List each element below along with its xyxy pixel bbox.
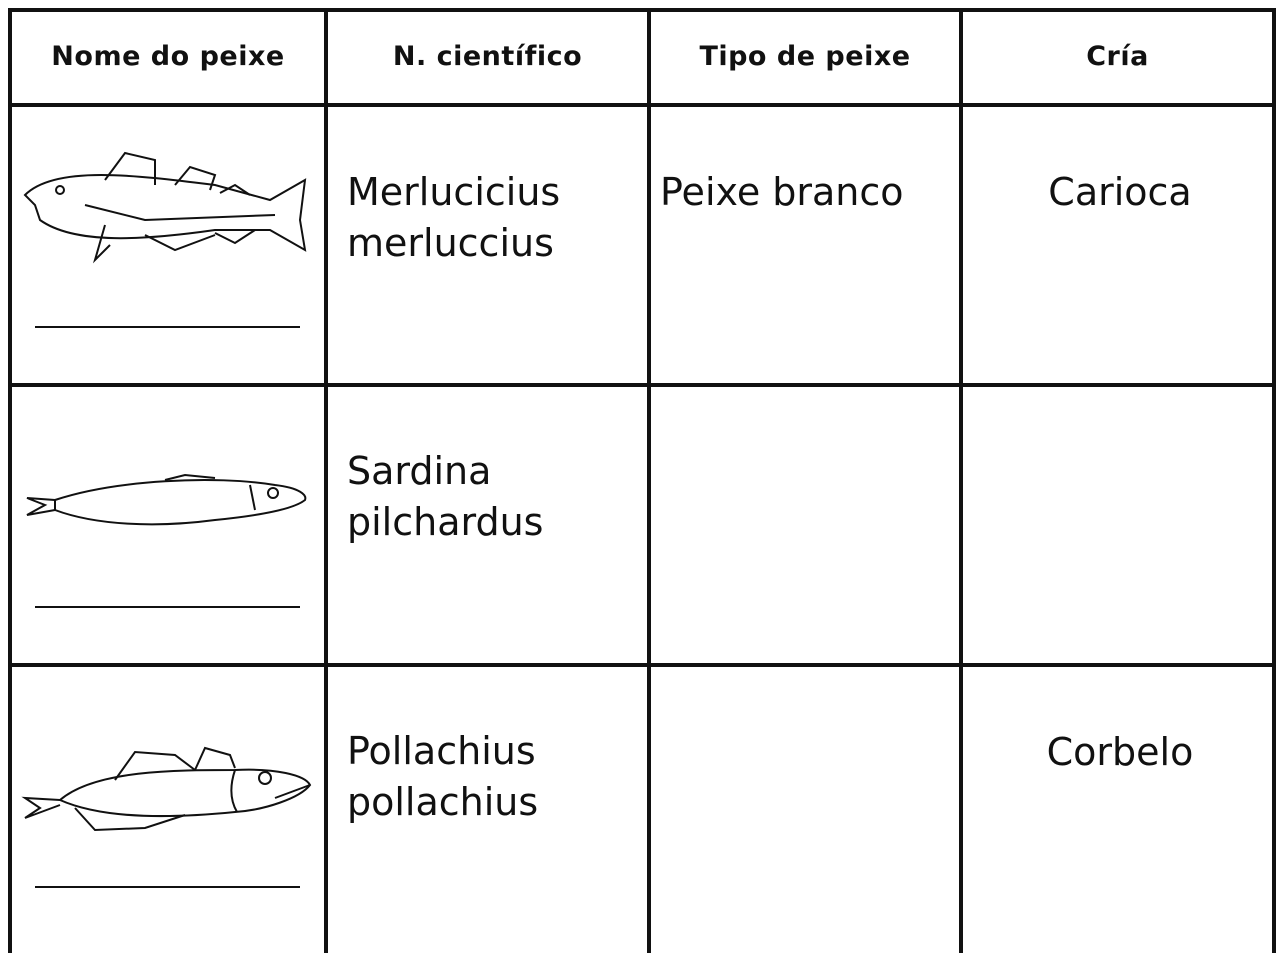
fish-pollack — [21, 746, 312, 832]
fish-type: Peixe branco — [660, 170, 904, 214]
scientific-name: Sardina pilchardus — [347, 449, 544, 544]
border — [324, 8, 328, 953]
border — [8, 383, 1276, 387]
border — [8, 8, 1276, 12]
fish-sardine — [26, 473, 307, 526]
scientific-name: Merlucicius merluccius — [347, 170, 561, 265]
answer-line — [35, 886, 300, 888]
answer-line — [35, 326, 300, 328]
fry-name: Carioca — [1048, 170, 1192, 214]
scientific-name: Pollachius pollachius — [347, 729, 539, 824]
border — [8, 103, 1276, 107]
fish-hake — [23, 151, 307, 264]
header-cell: Nome do peixe — [51, 41, 285, 72]
header-cell: Tipo de peixe — [699, 41, 911, 72]
border — [647, 8, 651, 953]
answer-line — [35, 606, 300, 608]
border — [959, 8, 963, 953]
fry-name: Corbelo — [1046, 730, 1194, 774]
header-cell: Cría — [1086, 41, 1149, 72]
border — [1272, 8, 1276, 953]
border — [8, 663, 1276, 667]
border — [8, 8, 12, 953]
header-cell: N. científico — [392, 41, 583, 72]
